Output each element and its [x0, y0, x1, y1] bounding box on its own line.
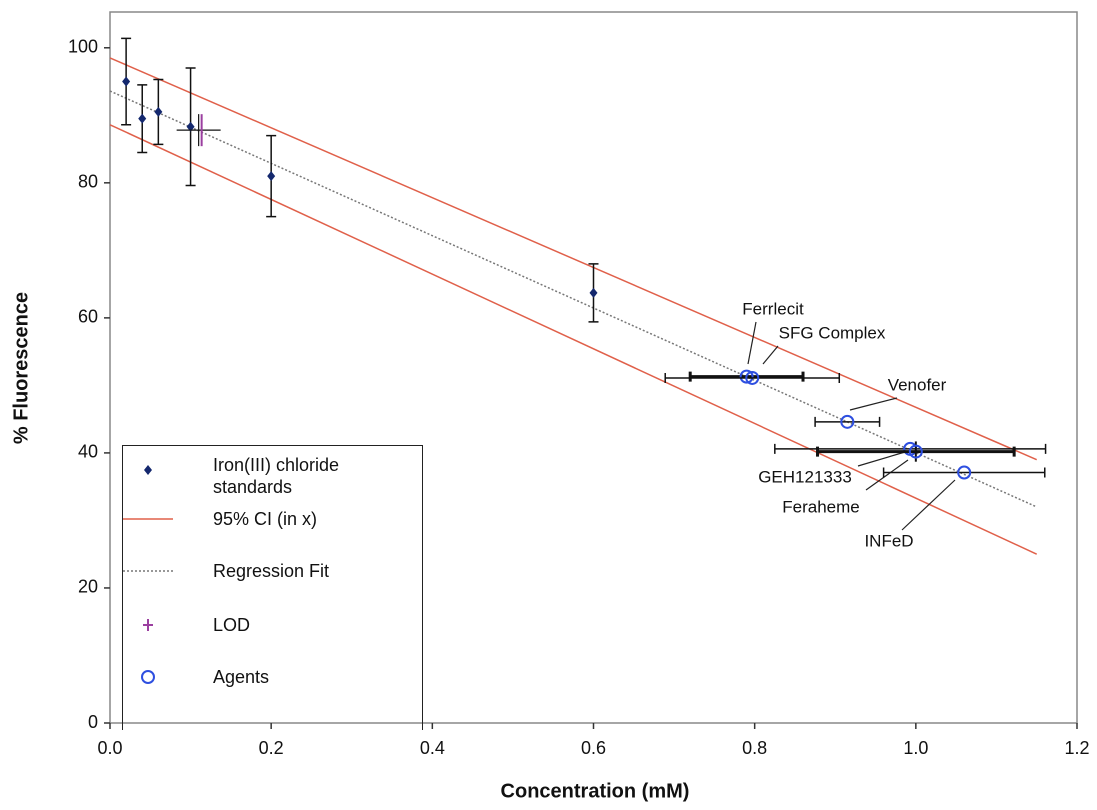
x-tick-label: 0.6: [581, 738, 606, 758]
agent-label: INFeD: [864, 531, 913, 550]
legend-item: Agents: [141, 666, 413, 688]
legend-item: LOD: [143, 614, 413, 636]
agent-label: Feraheme: [782, 497, 859, 516]
x-tick-label: 0.4: [420, 738, 445, 758]
x-tick-label: 0.0: [97, 738, 122, 758]
legend-label: Iron(III) chloride standards: [213, 455, 340, 497]
agent-point: [745, 370, 760, 385]
y-tick-label: 100: [68, 37, 98, 57]
legend-item: Regression Fit: [123, 560, 413, 582]
standard-point: [138, 113, 147, 124]
ci-line: [109, 57, 1038, 461]
x-tick-label: 0.2: [259, 738, 284, 758]
agent-point: [957, 465, 972, 480]
y-tick-label: 40: [78, 442, 98, 462]
agent-label: GEH121333: [758, 467, 852, 486]
y-tick-label: 20: [78, 577, 98, 597]
leader-line: [849, 397, 898, 411]
ci-line: [109, 124, 1038, 555]
legend-marker: [144, 465, 152, 475]
agent-point: [840, 414, 855, 429]
leader-line: [762, 345, 779, 365]
x-tick-label: 1.2: [1064, 738, 1089, 758]
y-tick-label: 60: [78, 307, 98, 327]
x-tick-label: 0.8: [742, 738, 767, 758]
legend-marker: [141, 670, 155, 684]
standard-point: [589, 287, 598, 298]
standard-point: [122, 76, 131, 87]
legend-item: 95% CI (in x): [123, 508, 413, 530]
legend-marker: [123, 518, 173, 520]
y-tick-label: 80: [78, 172, 98, 192]
standard-point: [267, 171, 276, 182]
y-axis-title: % Fluorescence: [10, 292, 32, 444]
legend-label: Regression Fit: [213, 561, 330, 581]
standard-point: [186, 121, 195, 132]
agent-label: Venofer: [888, 375, 947, 394]
leader-line: [865, 459, 909, 491]
y-tick-label: 0: [88, 712, 98, 732]
x-tick-label: 1.0: [903, 738, 928, 758]
agent-point: [908, 444, 923, 459]
legend-label: Agents: [213, 667, 270, 687]
legend-marker: [123, 570, 173, 572]
x-error-bar: [814, 416, 881, 427]
leader-line: [747, 321, 757, 365]
standard-point: [154, 106, 163, 117]
legend: Iron(III) chloride standards 95% CI (in x…: [122, 445, 423, 730]
lod-point: [176, 114, 221, 147]
legend-marker: [143, 619, 153, 631]
legend-label: 95% CI (in x): [213, 509, 318, 529]
agent-label: Ferrlecit: [742, 299, 804, 318]
leader-line: [857, 451, 906, 467]
leader-line: [901, 479, 956, 531]
regression-line: [109, 90, 1038, 508]
legend-label: LOD: [213, 615, 251, 635]
x-axis-title: Concentration (mM): [501, 780, 690, 802]
agent-label: SFG Complex: [779, 323, 886, 342]
agent-point: [739, 369, 754, 384]
legend-item: Iron(III) chloride standards: [144, 454, 413, 498]
x-error-bar: [882, 467, 1046, 478]
x-error-bar: [664, 372, 841, 383]
